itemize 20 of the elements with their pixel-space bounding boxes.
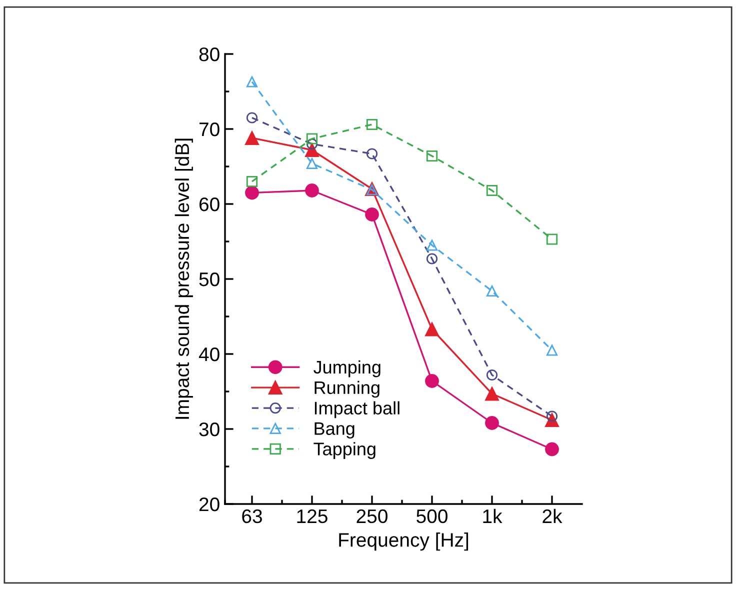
legend-label: Jumping bbox=[314, 360, 380, 378]
y-tick-label: 40 bbox=[198, 347, 220, 362]
y-axis-title: Impact sound pressure level [dB] bbox=[174, 138, 193, 419]
x-tick-label: 125 bbox=[297, 509, 328, 524]
y-tick-label: 70 bbox=[200, 122, 220, 136]
x-tick-label: 250 bbox=[356, 509, 388, 524]
legend-label: Bang bbox=[314, 422, 354, 439]
x-tick-label: 63 bbox=[242, 509, 262, 524]
legend-label: Tapping bbox=[314, 442, 376, 459]
y-tick-label: 60 bbox=[200, 197, 220, 212]
legend-label: Running bbox=[314, 380, 380, 398]
legend-label: Impact ball bbox=[314, 401, 400, 418]
y-tick-label: 80 bbox=[199, 47, 220, 62]
y-tick-label: 20 bbox=[199, 497, 220, 512]
x-tick-label: 2k bbox=[542, 508, 562, 523]
y-tick-label: 30 bbox=[199, 422, 220, 436]
y-tick-label: 50 bbox=[199, 272, 220, 286]
x-tick-label: 1k bbox=[483, 508, 502, 523]
x-tick-label: 500 bbox=[416, 509, 448, 524]
x-axis-title: Frequency [Hz] bbox=[339, 532, 468, 551]
